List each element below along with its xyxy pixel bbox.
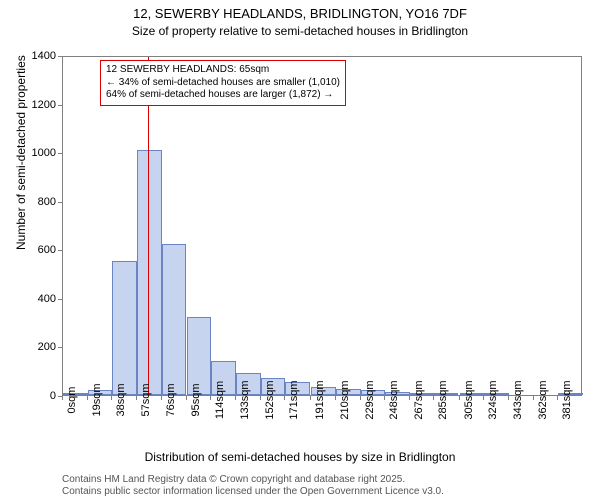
infobox-line: ← 34% of semi-detached houses are smalle… <box>106 77 340 90</box>
histogram-bar <box>112 261 137 395</box>
x-tick-label: 267sqm <box>413 380 425 419</box>
y-tick-mark <box>58 299 62 300</box>
x-tick-label: 285sqm <box>437 380 449 419</box>
x-tick-label: 133sqm <box>239 380 251 419</box>
y-tick-mark <box>58 202 62 203</box>
x-tick-mark <box>409 396 410 400</box>
x-tick-label: 362sqm <box>537 380 549 419</box>
x-tick-mark <box>557 396 558 400</box>
highlight-infobox: 12 SEWERBY HEADLANDS: 65sqm← 34% of semi… <box>100 60 346 106</box>
y-tick-label: 0 <box>50 390 56 402</box>
y-tick-mark <box>58 105 62 106</box>
x-tick-mark <box>284 396 285 400</box>
x-tick-mark <box>335 396 336 400</box>
y-tick-label: 200 <box>38 341 56 353</box>
x-tick-label: 95sqm <box>190 383 202 416</box>
x-tick-mark <box>433 396 434 400</box>
attribution-text: Contains HM Land Registry data © Crown c… <box>62 474 444 498</box>
x-tick-label: 171sqm <box>288 380 300 419</box>
x-tick-label: 19sqm <box>91 383 103 416</box>
attribution-line-2: Contains public sector information licen… <box>62 486 444 497</box>
chart-title-sub: Size of property relative to semi-detach… <box>0 24 600 38</box>
x-tick-label: 210sqm <box>339 380 351 419</box>
x-tick-mark <box>62 396 63 400</box>
x-tick-mark <box>483 396 484 400</box>
x-tick-label: 305sqm <box>463 380 475 419</box>
x-tick-label: 152sqm <box>264 380 276 419</box>
x-tick-label: 76sqm <box>165 383 177 416</box>
x-tick-label: 0sqm <box>66 387 78 414</box>
y-axis-label: Number of semi-detached properties <box>14 55 28 250</box>
histogram-bar <box>137 150 162 395</box>
x-tick-label: 57sqm <box>140 383 152 416</box>
y-tick-mark <box>58 153 62 154</box>
x-tick-mark <box>136 396 137 400</box>
y-tick-mark <box>58 56 62 57</box>
y-tick-label: 600 <box>38 244 56 256</box>
x-tick-mark <box>235 396 236 400</box>
x-tick-label: 191sqm <box>314 380 326 419</box>
attribution-line-1: Contains HM Land Registry data © Crown c… <box>62 474 405 485</box>
x-tick-label: 248sqm <box>388 380 400 419</box>
y-tick-label: 800 <box>38 196 56 208</box>
x-tick-label: 38sqm <box>115 383 127 416</box>
x-tick-mark <box>161 396 162 400</box>
y-tick-label: 1000 <box>32 147 56 159</box>
infobox-line: 64% of semi-detached houses are larger (… <box>106 89 340 102</box>
x-tick-label: 343sqm <box>512 380 524 419</box>
highlight-line <box>148 57 149 395</box>
x-tick-mark <box>508 396 509 400</box>
x-tick-label: 229sqm <box>364 380 376 419</box>
x-tick-mark <box>87 396 88 400</box>
x-tick-mark <box>533 396 534 400</box>
x-tick-label: 114sqm <box>214 381 226 419</box>
x-tick-label: 324sqm <box>487 380 499 419</box>
x-tick-mark <box>384 396 385 400</box>
y-tick-label: 400 <box>38 293 56 305</box>
infobox-line: 12 SEWERBY HEADLANDS: 65sqm <box>106 64 340 77</box>
x-tick-mark <box>111 396 112 400</box>
x-tick-mark <box>260 396 261 400</box>
histogram-bar <box>162 244 187 395</box>
y-tick-label: 1400 <box>32 50 56 62</box>
x-tick-mark <box>459 396 460 400</box>
plot-area <box>62 56 582 396</box>
x-tick-label: 381sqm <box>561 380 573 419</box>
x-axis-label: Distribution of semi-detached houses by … <box>0 450 600 464</box>
chart-title-main: 12, SEWERBY HEADLANDS, BRIDLINGTON, YO16… <box>0 6 600 21</box>
x-tick-mark <box>210 396 211 400</box>
y-tick-mark <box>58 250 62 251</box>
x-tick-mark <box>310 396 311 400</box>
x-tick-mark <box>186 396 187 400</box>
y-tick-label: 1200 <box>32 99 56 111</box>
x-tick-mark <box>360 396 361 400</box>
y-tick-mark <box>58 347 62 348</box>
